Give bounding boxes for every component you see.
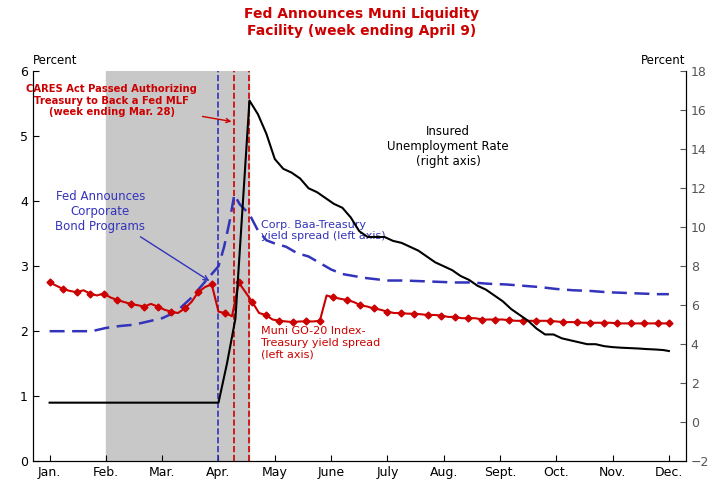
- Text: Corp. Baa-Treasury
yield spread (left axis): Corp. Baa-Treasury yield spread (left ax…: [261, 220, 385, 241]
- Text: CARES Act Passed Authorizing
Treasury to Back a Fed MLF
(week ending Mar. 28): CARES Act Passed Authorizing Treasury to…: [26, 84, 230, 123]
- Text: Insured
Unemployment Rate
(right axis): Insured Unemployment Rate (right axis): [387, 124, 509, 167]
- Text: Percent: Percent: [33, 54, 77, 67]
- Text: Fed Announces
Corporate
Bond Programs: Fed Announces Corporate Bond Programs: [55, 190, 208, 280]
- Text: Percent: Percent: [641, 54, 686, 67]
- Bar: [106, 71, 250, 461]
- Text: Fed Announces Muni Liquidity
Facility (week ending April 9): Fed Announces Muni Liquidity Facility (w…: [245, 7, 479, 38]
- Text: Muni GO-20 Index-
Treasury yield spread
(left axis): Muni GO-20 Index- Treasury yield spread …: [261, 327, 380, 360]
